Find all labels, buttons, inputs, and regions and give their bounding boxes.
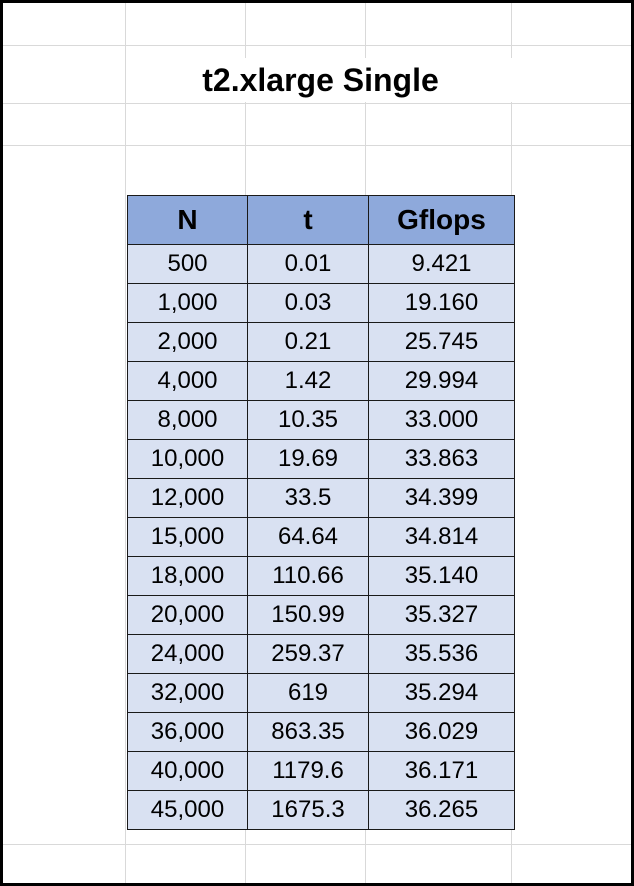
table-row: 500 0.01 9.421 — [127, 244, 515, 284]
cell-n[interactable]: 2,000 — [127, 322, 248, 362]
cell-gflops[interactable]: 33.863 — [368, 439, 515, 479]
cell-n[interactable]: 8,000 — [127, 400, 248, 440]
cell-gflops[interactable]: 19.160 — [368, 283, 515, 323]
cell-n[interactable]: 12,000 — [127, 478, 248, 518]
cell-t[interactable]: 0.01 — [247, 244, 369, 284]
table-row: 10,000 19.69 33.863 — [127, 439, 515, 479]
cell-t[interactable]: 1675.3 — [247, 790, 369, 830]
cell-t[interactable]: 64.64 — [247, 517, 369, 557]
table-row: 20,000 150.99 35.327 — [127, 595, 515, 635]
table-row: 8,000 10.35 33.000 — [127, 400, 515, 440]
cell-t[interactable]: 10.35 — [247, 400, 369, 440]
cell-n[interactable]: 500 — [127, 244, 248, 284]
table-row: 4,000 1.42 29.994 — [127, 361, 515, 401]
cell-gflops[interactable]: 25.745 — [368, 322, 515, 362]
cell-n[interactable]: 45,000 — [127, 790, 248, 830]
cell-gflops[interactable]: 34.814 — [368, 517, 515, 557]
cell-gflops[interactable]: 35.327 — [368, 595, 515, 635]
cell-gflops[interactable]: 35.294 — [368, 673, 515, 713]
cell-gflops[interactable]: 33.000 — [368, 400, 515, 440]
table-row: 18,000 110.66 35.140 — [127, 556, 515, 596]
cell-gflops[interactable]: 35.140 — [368, 556, 515, 596]
cell-gflops[interactable]: 34.399 — [368, 478, 515, 518]
cell-t[interactable]: 0.03 — [247, 283, 369, 323]
cell-n[interactable]: 4,000 — [127, 361, 248, 401]
table-row: 40,000 1179.6 36.171 — [127, 751, 515, 791]
table-row: 36,000 863.35 36.029 — [127, 712, 515, 752]
cell-n[interactable]: 36,000 — [127, 712, 248, 752]
cell-t[interactable]: 150.99 — [247, 595, 369, 635]
cell-t[interactable]: 110.66 — [247, 556, 369, 596]
cell-n[interactable]: 32,000 — [127, 673, 248, 713]
table-row: 12,000 33.5 34.399 — [127, 478, 515, 518]
cell-gflops[interactable]: 36.029 — [368, 712, 515, 752]
sheet-title: t2.xlarge Single — [127, 58, 514, 102]
cell-gflops[interactable]: 36.171 — [368, 751, 515, 791]
cell-t[interactable]: 863.35 — [247, 712, 369, 752]
grid-line — [3, 145, 631, 146]
table-row: 2,000 0.21 25.745 — [127, 322, 515, 362]
cell-gflops[interactable]: 9.421 — [368, 244, 515, 284]
cell-gflops[interactable]: 35.536 — [368, 634, 515, 674]
column-header-gflops[interactable]: Gflops — [368, 195, 515, 245]
header-row: N t Gflops — [127, 195, 515, 245]
table-row: 45,000 1675.3 36.265 — [127, 790, 515, 830]
cell-n[interactable]: 10,000 — [127, 439, 248, 479]
cell-n[interactable]: 18,000 — [127, 556, 248, 596]
cell-t[interactable]: 33.5 — [247, 478, 369, 518]
table-row: 15,000 64.64 34.814 — [127, 517, 515, 557]
cell-n[interactable]: 1,000 — [127, 283, 248, 323]
cell-t[interactable]: 1.42 — [247, 361, 369, 401]
cell-n[interactable]: 24,000 — [127, 634, 248, 674]
grid-line — [3, 103, 631, 104]
grid-line — [125, 3, 126, 883]
cell-gflops[interactable]: 36.265 — [368, 790, 515, 830]
table-row: 1,000 0.03 19.160 — [127, 283, 515, 323]
column-header-t[interactable]: t — [247, 195, 369, 245]
column-header-n[interactable]: N — [127, 195, 248, 245]
cell-n[interactable]: 15,000 — [127, 517, 248, 557]
cell-t[interactable]: 19.69 — [247, 439, 369, 479]
cell-t[interactable]: 259.37 — [247, 634, 369, 674]
table-row: 24,000 259.37 35.536 — [127, 634, 515, 674]
grid-line — [3, 844, 631, 845]
table-row: 32,000 619 35.294 — [127, 673, 515, 713]
cell-t[interactable]: 1179.6 — [247, 751, 369, 791]
data-table: N t Gflops 500 0.01 9.421 1,000 0.03 19.160 2,… — [127, 195, 515, 830]
cell-t[interactable]: 0.21 — [247, 322, 369, 362]
cell-gflops[interactable]: 29.994 — [368, 361, 515, 401]
cell-n[interactable]: 40,000 — [127, 751, 248, 791]
cell-n[interactable]: 20,000 — [127, 595, 248, 635]
cell-t[interactable]: 619 — [247, 673, 369, 713]
grid-line — [3, 45, 631, 46]
